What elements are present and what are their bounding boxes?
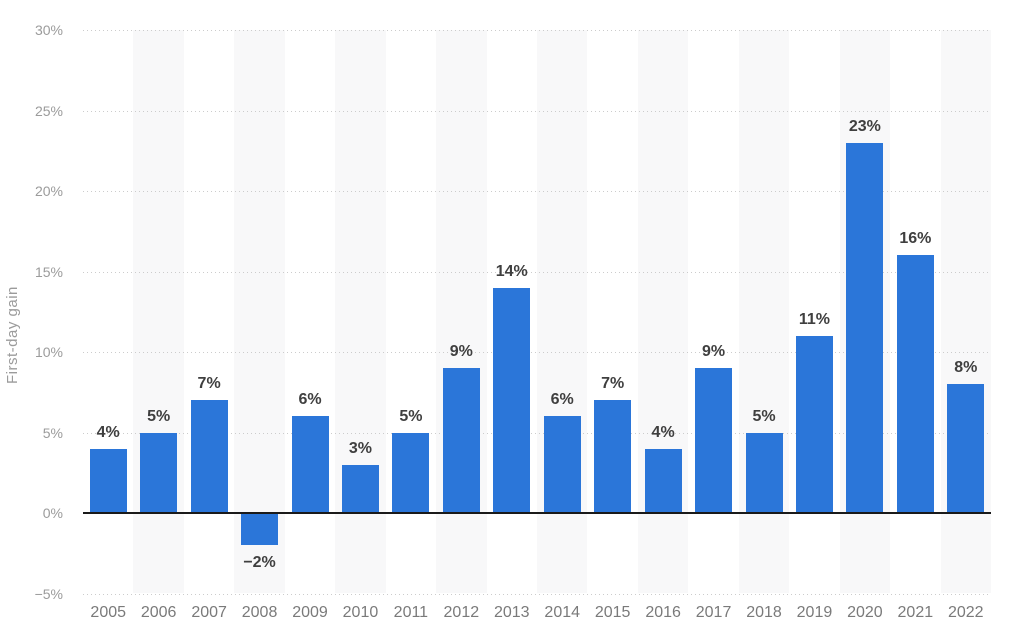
background-stripe-2008 <box>234 30 285 593</box>
bar-2015[interactable] <box>594 400 632 513</box>
value-label-2014: 6% <box>550 391 574 409</box>
bar-2006[interactable] <box>140 432 178 513</box>
x-tick-label-2005: 2005 <box>90 604 127 621</box>
bar-2007[interactable] <box>190 400 228 513</box>
y-tick-label-20: 20% <box>34 183 63 199</box>
value-label-2006: 5% <box>147 407 171 425</box>
gridline-10 <box>83 352 991 353</box>
y-tick-label--5: −5% <box>34 585 63 602</box>
x-tick-label-2009: 2009 <box>292 604 328 621</box>
value-label-2017: 9% <box>701 343 726 361</box>
gridline--5 <box>83 593 991 595</box>
y-tick-label-0: 0% <box>42 505 63 521</box>
x-tick-label-2014: 2014 <box>544 604 581 621</box>
x-tick-label-2008: 2008 <box>241 604 278 621</box>
bar-2018[interactable] <box>745 432 783 513</box>
value-label-2018: 5% <box>752 407 776 425</box>
x-tick-label-2010: 2010 <box>342 604 379 621</box>
value-label-2021: 16% <box>899 230 932 248</box>
y-tick-label-5: 5% <box>42 424 63 441</box>
gridline-25 <box>83 110 991 112</box>
value-label-2019: 11% <box>798 310 830 328</box>
bar-2009[interactable] <box>291 416 329 513</box>
value-label-2022: 8% <box>954 359 978 377</box>
x-tick-label-2013: 2013 <box>493 604 530 621</box>
x-tick-label-2015: 2015 <box>594 604 631 621</box>
value-label-2009: 6% <box>298 391 322 409</box>
x-tick-label-2011: 2011 <box>393 604 429 621</box>
bar-2020[interactable] <box>846 142 884 513</box>
y-tick-label-30: 30% <box>34 22 63 38</box>
y-tick-label-10: 10% <box>34 344 63 360</box>
x-tick-label-2022: 2022 <box>947 604 984 621</box>
value-label-2011: 5% <box>399 407 423 425</box>
bar-2021[interactable] <box>896 255 934 513</box>
bar-2019[interactable] <box>795 335 833 513</box>
value-label-2008: −2% <box>243 554 276 572</box>
value-label-2020: 23% <box>848 117 881 135</box>
x-tick-label-2012: 2012 <box>443 604 480 621</box>
value-label-2010: 3% <box>348 439 372 457</box>
bar-2022[interactable] <box>947 384 985 513</box>
bar-2010[interactable] <box>341 464 379 513</box>
x-tick-label-2017: 2017 <box>695 604 732 621</box>
value-label-2013: 14% <box>495 262 528 280</box>
y-tick-label-25: 25% <box>34 102 63 119</box>
bar-2016[interactable] <box>644 448 682 513</box>
gridline-15 <box>83 271 991 273</box>
bar-2012[interactable] <box>442 368 480 513</box>
bar-2013[interactable] <box>493 287 531 513</box>
bar-2011[interactable] <box>392 432 430 513</box>
gridline-5 <box>83 432 991 434</box>
value-label-2007: 7% <box>197 375 221 393</box>
x-tick-label-2021: 2021 <box>897 604 934 621</box>
x-tick-label-2020: 2020 <box>847 604 883 621</box>
bar-2005[interactable] <box>89 448 127 513</box>
bar-2014[interactable] <box>543 416 581 513</box>
value-label-2015: 7% <box>601 375 625 393</box>
gridline-30 <box>83 30 991 31</box>
x-tick-label-2019: 2019 <box>796 604 833 621</box>
y-tick-label-15: 15% <box>34 263 63 280</box>
x-tick-label-2007: 2007 <box>191 604 227 621</box>
bar-2008[interactable] <box>241 513 279 546</box>
x-tick-label-2018: 2018 <box>746 604 782 621</box>
x-tick-label-2006: 2006 <box>140 604 177 621</box>
gridline-20 <box>83 191 991 192</box>
value-label-2005: 4% <box>96 423 120 441</box>
bar-2017[interactable] <box>695 368 733 513</box>
x-tick-label-2016: 2016 <box>645 604 681 621</box>
value-label-2016: 4% <box>651 423 675 441</box>
value-label-2012: 9% <box>449 343 473 361</box>
zero-axis-line <box>83 512 991 514</box>
